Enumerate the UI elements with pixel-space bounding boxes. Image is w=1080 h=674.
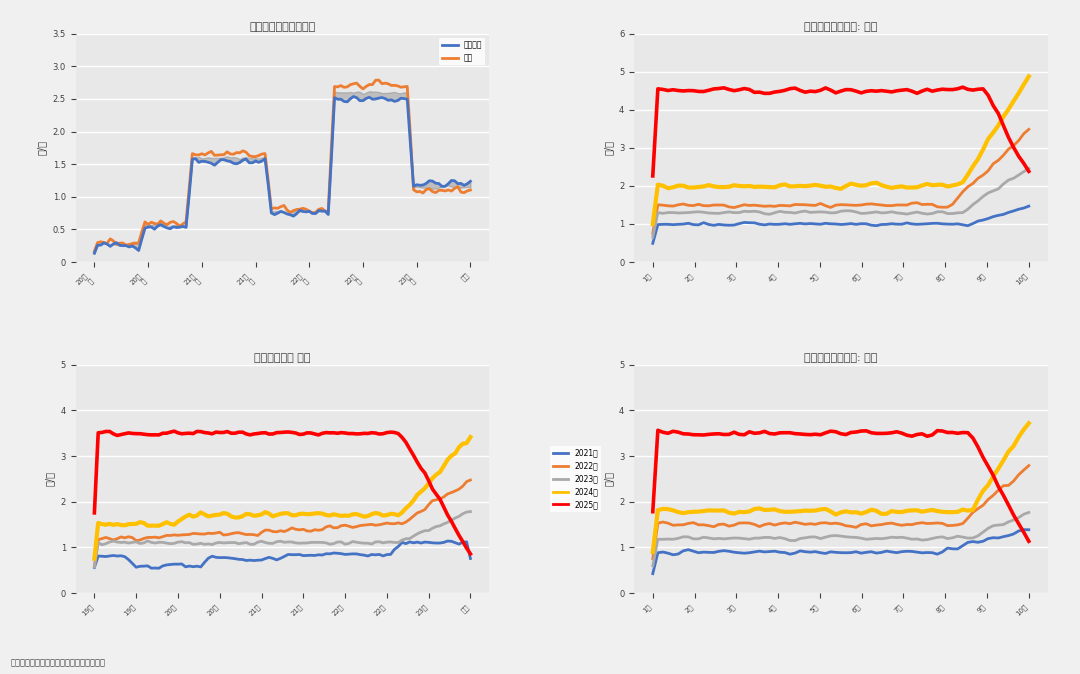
Title: 南方销区大葱价格: 趋势: 南方销区大葱价格: 趋势	[805, 353, 877, 363]
Y-axis label: 元/斤: 元/斤	[604, 140, 613, 156]
Y-axis label: 元/斤: 元/斤	[45, 471, 55, 487]
Y-axis label: 元/斤: 元/斤	[37, 140, 48, 156]
Legend: 2021年, 2022年, 2023年, 2024年, 2025年: 2021年, 2022年, 2023年, 2024年, 2025年	[550, 446, 602, 512]
Title: 大葱批发价格 趋势: 大葱批发价格 趋势	[254, 353, 311, 363]
Text: 数据来源：我的农产品网、大地期货研究院: 数据来源：我的农产品网、大地期货研究院	[11, 658, 106, 667]
Legend: 产区均价, 近期: 产区均价, 近期	[440, 38, 485, 65]
Y-axis label: 元/斤: 元/斤	[604, 471, 613, 487]
Title: 南方销区大葱价格: 近期: 南方销区大葱价格: 近期	[805, 22, 877, 32]
Title: 北方产区大葱价格走势: 北方产区大葱价格走势	[249, 22, 315, 32]
